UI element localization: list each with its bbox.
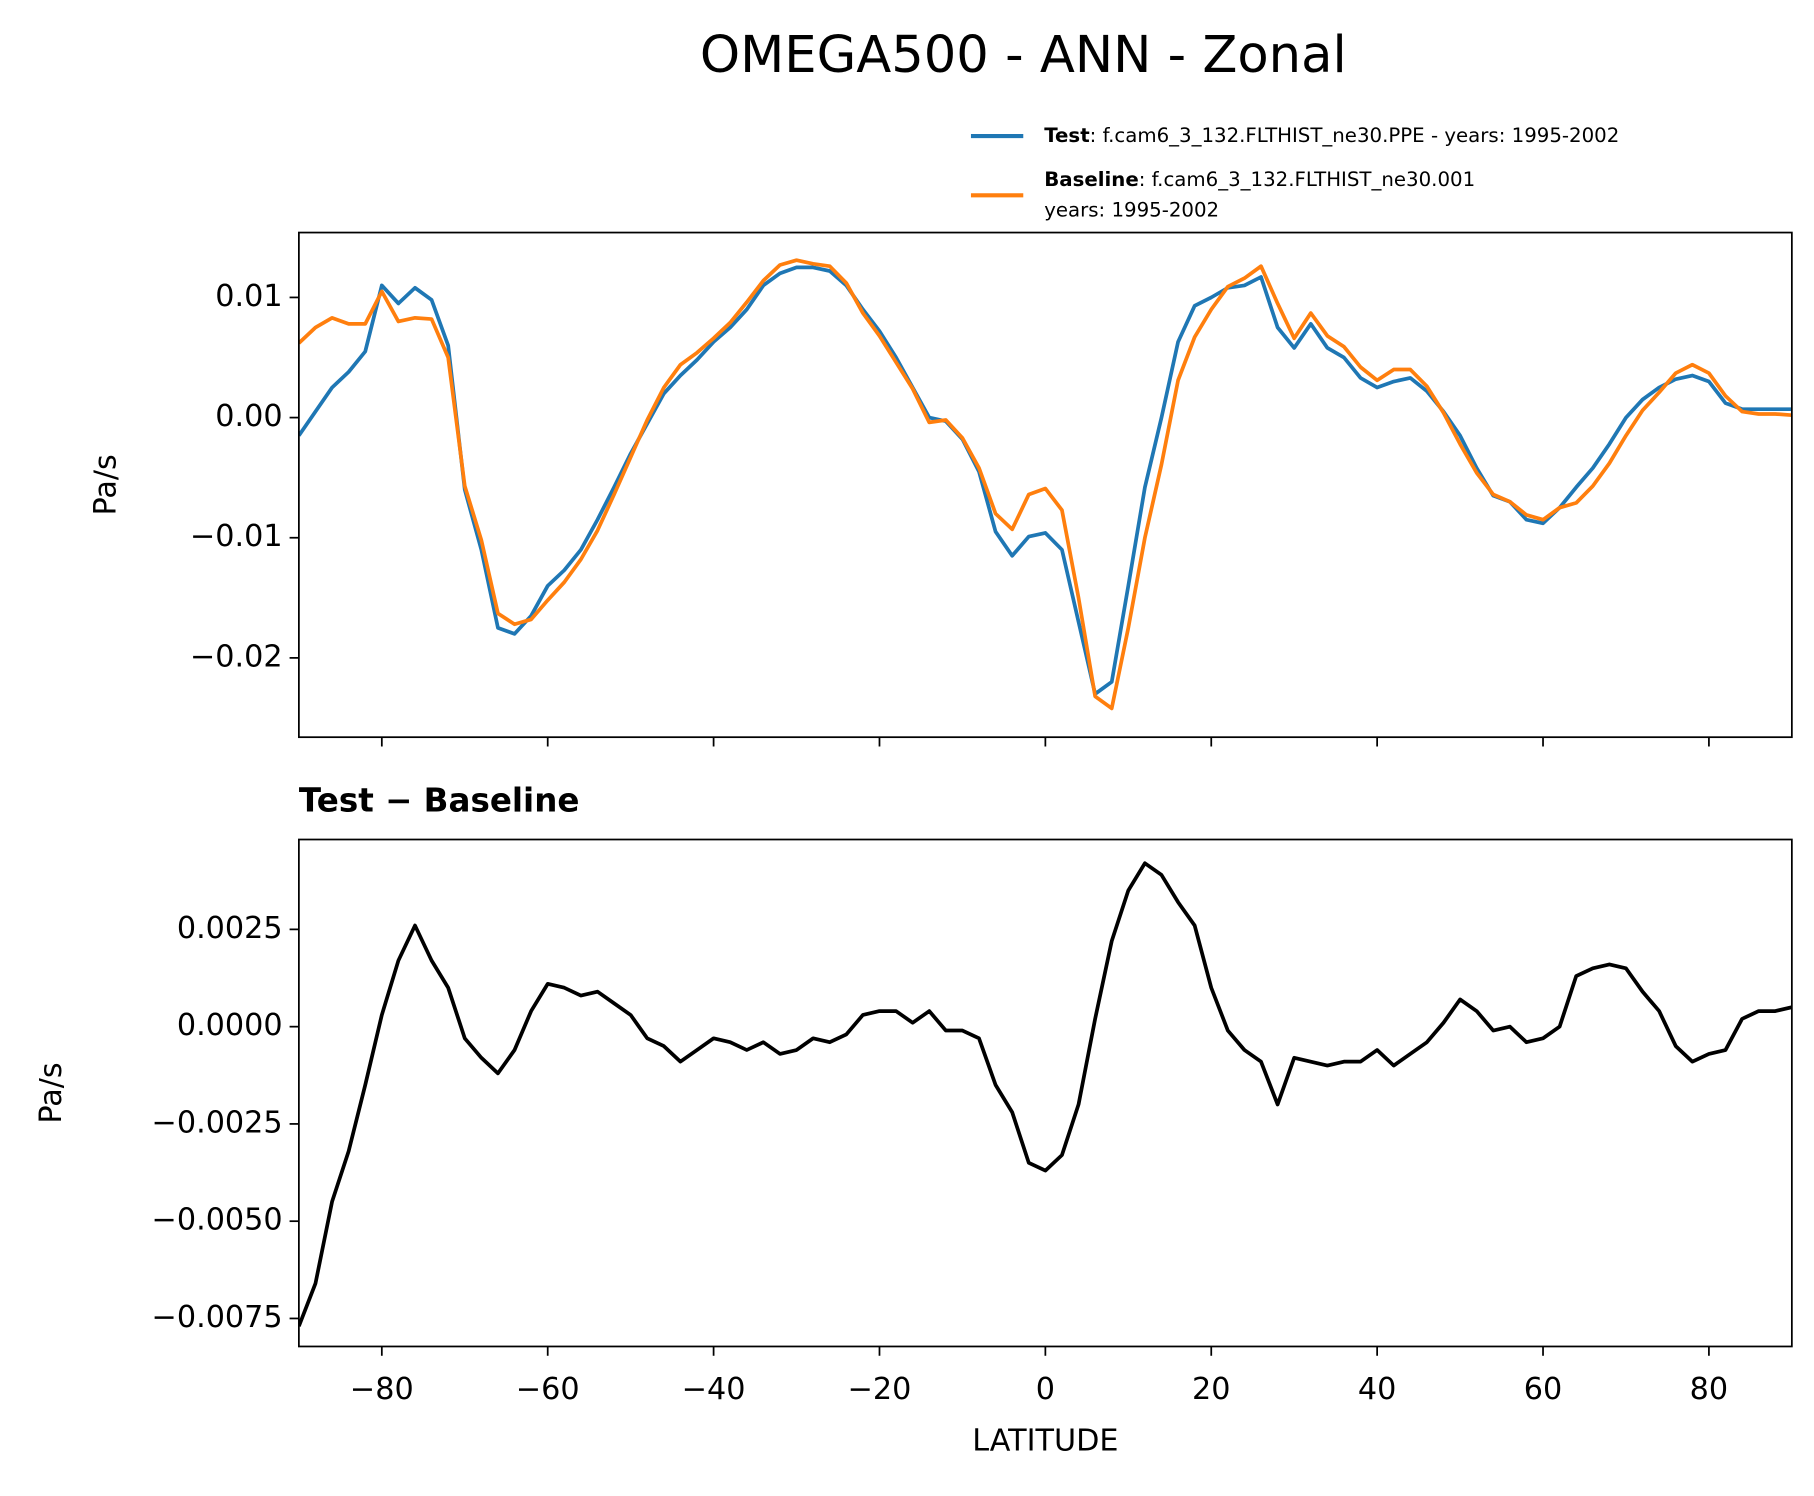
panel-title: Test − Baseline [299, 781, 580, 819]
x-tick-label: 80 [1690, 1372, 1728, 1407]
x-tick-label: −20 [848, 1372, 912, 1407]
legend-entry: years: 1995-2002 [1044, 198, 1219, 221]
data-line [298, 265, 1792, 696]
y-tick-label: −0.0075 [152, 1300, 283, 1335]
y-tick-label: −0.02 [190, 639, 283, 674]
x-tick-label: 60 [1524, 1372, 1562, 1407]
y-tick-label: −0.0025 [152, 1105, 283, 1140]
legend-entry: Test: f.cam6_3_132.FLTHIST_ne30.PPE - ye… [1044, 124, 1619, 147]
chart-title: OMEGA500 - ANN - Zonal [700, 26, 1347, 85]
legend-name: Baseline [1044, 168, 1139, 191]
x-tick-label: 20 [1192, 1372, 1230, 1407]
y-axis-label: Pa/s [89, 454, 124, 515]
x-tick-label: −40 [682, 1372, 746, 1407]
data-line [298, 861, 1792, 1327]
y-tick-label: 0.00 [215, 399, 282, 434]
y-tick-label: 0.01 [215, 279, 282, 314]
legend-entry: Baseline: f.cam6_3_132.FLTHIST_ne30.001 [1044, 168, 1475, 191]
x-tick-label: −80 [350, 1372, 414, 1407]
y-tick-label: 0.0000 [177, 1008, 283, 1043]
y-tick-label: 0.0025 [177, 911, 283, 946]
y-tick-label: −0.0050 [152, 1203, 283, 1238]
x-tick-label: −60 [516, 1372, 580, 1407]
plot-area [298, 861, 1792, 1327]
legend-description: : f.cam6_3_132.FLTHIST_ne30.001 [1139, 168, 1475, 191]
x-axis-label: LATITUDE [972, 1423, 1118, 1458]
y-axis-label: Pa/s [34, 1062, 69, 1123]
axes-frame [298, 231, 1793, 739]
axes-frame [298, 838, 1793, 1348]
x-tick-label: 0 [1036, 1372, 1055, 1407]
legend-name: Test [1044, 124, 1089, 147]
y-tick-label: −0.01 [190, 519, 283, 554]
x-tick-label: 40 [1358, 1372, 1396, 1407]
data-line [298, 258, 1792, 711]
legend-description: : f.cam6_3_132.FLTHIST_ne30.PPE - years:… [1090, 124, 1620, 147]
plot-area [298, 258, 1792, 711]
legend-description: years: 1995-2002 [1044, 198, 1219, 221]
